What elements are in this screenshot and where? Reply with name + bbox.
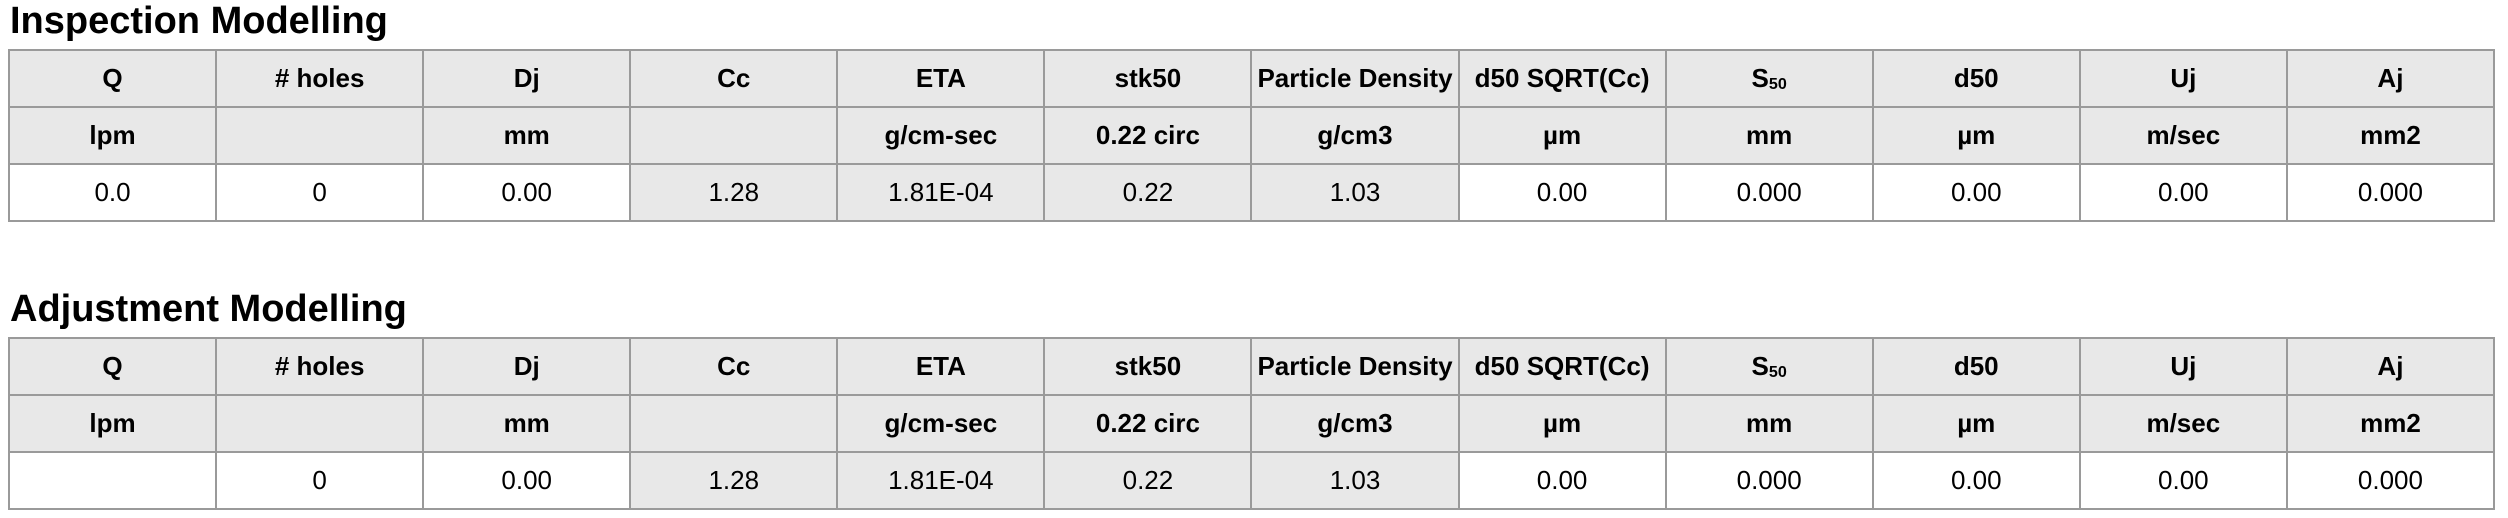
- cell-q[interactable]: [7, 450, 218, 510]
- column-unit-eta: g/cm-sec: [836, 393, 1046, 453]
- cell-d50[interactable]: 0.00: [1871, 450, 2081, 510]
- cell-eta: 1.81E-04: [836, 162, 1046, 222]
- cell-d50-sqrt-cc[interactable]: 0.00: [1457, 162, 1667, 222]
- adjustment-modelling-table: Q # holes Dj Cc ETA stk50 Particle Density d50 …: [7, 336, 2496, 510]
- column-header-particle-density: Particle Density: [1250, 48, 1460, 108]
- column-unit-s50: mm: [1664, 105, 1874, 165]
- column-unit-uj: m/sec: [2078, 393, 2288, 453]
- column-unit-particle-density: g/cm3: [1250, 393, 1460, 453]
- column-header-dj: Dj: [422, 48, 632, 108]
- cell-cc: 1.28: [629, 450, 839, 510]
- adjustment-modelling-title: Adjustment Modelling: [10, 287, 407, 330]
- column-header-uj: Uj: [2078, 336, 2288, 396]
- table-row: 0.0 0 0.00 1.28 1.81E-04 0.22 1.03 0.00 0.000 0.0…: [7, 162, 2496, 222]
- column-header-aj: Aj: [2285, 336, 2496, 396]
- column-unit-eta: g/cm-sec: [836, 105, 1046, 165]
- column-header-s50: S50: [1664, 48, 1874, 108]
- column-unit-num-holes: [215, 393, 425, 453]
- table-row: Q # holes Dj Cc ETA stk50 Particle Density d50 …: [7, 48, 2496, 108]
- cell-d50-sqrt-cc[interactable]: 0.00: [1457, 450, 1667, 510]
- cell-eta: 1.81E-04: [836, 450, 1046, 510]
- column-unit-stk50: 0.22 circ: [1043, 105, 1253, 165]
- cell-s50[interactable]: 0.000: [1664, 162, 1874, 222]
- column-header-cc: Cc: [629, 48, 839, 108]
- cell-particle-density: 1.03: [1250, 450, 1460, 510]
- column-unit-dj: mm: [422, 105, 632, 165]
- column-unit-d50: µm: [1871, 105, 2081, 165]
- cell-cc: 1.28: [629, 162, 839, 222]
- column-header-uj: Uj: [2078, 48, 2288, 108]
- column-unit-s50: mm: [1664, 393, 1874, 453]
- column-header-eta: ETA: [836, 48, 1046, 108]
- inspection-modelling-section: Inspection Modelling Q # holes Dj Cc ETA stk5…: [7, 0, 2498, 222]
- table-row: 0 0.00 1.28 1.81E-04 0.22 1.03 0.00 0.000 0.00 0.…: [7, 450, 2496, 510]
- column-header-stk50: stk50: [1043, 336, 1253, 396]
- column-header-d50: d50: [1871, 48, 2081, 108]
- column-header-cc: Cc: [629, 336, 839, 396]
- inspection-modelling-table: Q # holes Dj Cc ETA stk50 Particle Density d50 …: [7, 48, 2496, 222]
- column-header-particle-density: Particle Density: [1250, 336, 1460, 396]
- cell-uj[interactable]: 0.00: [2078, 162, 2288, 222]
- cell-aj[interactable]: 0.000: [2285, 162, 2496, 222]
- column-header-q: Q: [7, 336, 218, 396]
- column-unit-q: lpm: [7, 393, 218, 453]
- inspection-modelling-title: Inspection Modelling: [10, 0, 388, 42]
- column-unit-cc: [629, 393, 839, 453]
- column-header-q: Q: [7, 48, 218, 108]
- column-unit-dj: mm: [422, 393, 632, 453]
- column-header-d50: d50: [1871, 336, 2081, 396]
- cell-num-holes[interactable]: 0: [215, 162, 425, 222]
- column-unit-aj: mm2: [2285, 393, 2496, 453]
- column-header-aj: Aj: [2285, 48, 2496, 108]
- cell-stk50: 0.22: [1043, 450, 1253, 510]
- cell-s50[interactable]: 0.000: [1664, 450, 1874, 510]
- column-unit-uj: m/sec: [2078, 105, 2288, 165]
- cell-dj[interactable]: 0.00: [422, 162, 632, 222]
- header-subscript: 50: [1768, 362, 1787, 381]
- column-header-d50-sqrt-cc: d50 SQRT(Cc): [1457, 48, 1667, 108]
- column-header-d50-sqrt-cc: d50 SQRT(Cc): [1457, 336, 1667, 396]
- column-header-eta: ETA: [836, 336, 1046, 396]
- table-row: lpm mm g/cm-sec 0.22 circ g/cm3 µm mm µm m/sec mm…: [7, 105, 2496, 165]
- column-unit-cc: [629, 105, 839, 165]
- column-unit-d50-sqrt-cc: µm: [1457, 393, 1667, 453]
- column-unit-d50: µm: [1871, 393, 2081, 453]
- column-header-num-holes: # holes: [215, 336, 425, 396]
- column-header-dj: Dj: [422, 336, 632, 396]
- header-subscript: 50: [1768, 74, 1787, 93]
- column-header-num-holes: # holes: [215, 48, 425, 108]
- column-unit-stk50: 0.22 circ: [1043, 393, 1253, 453]
- cell-uj[interactable]: 0.00: [2078, 450, 2288, 510]
- column-unit-particle-density: g/cm3: [1250, 105, 1460, 165]
- column-unit-aj: mm2: [2285, 105, 2496, 165]
- cell-dj[interactable]: 0.00: [422, 450, 632, 510]
- cell-d50[interactable]: 0.00: [1871, 162, 2081, 222]
- column-header-s50: S50: [1664, 336, 1874, 396]
- cell-particle-density: 1.03: [1250, 162, 1460, 222]
- table-row: lpm mm g/cm-sec 0.22 circ g/cm3 µm mm µm m/sec mm…: [7, 393, 2496, 453]
- column-unit-d50-sqrt-cc: µm: [1457, 105, 1667, 165]
- cell-num-holes[interactable]: 0: [215, 450, 425, 510]
- cell-q[interactable]: 0.0: [7, 162, 218, 222]
- column-header-stk50: stk50: [1043, 48, 1253, 108]
- column-unit-num-holes: [215, 105, 425, 165]
- adjustment-modelling-section: Adjustment Modelling Q # holes Dj Cc ETA stk5…: [7, 287, 2498, 510]
- cell-stk50: 0.22: [1043, 162, 1253, 222]
- cell-aj[interactable]: 0.000: [2285, 450, 2496, 510]
- table-row: Q # holes Dj Cc ETA stk50 Particle Density d50 …: [7, 336, 2496, 396]
- column-unit-q: lpm: [7, 105, 218, 165]
